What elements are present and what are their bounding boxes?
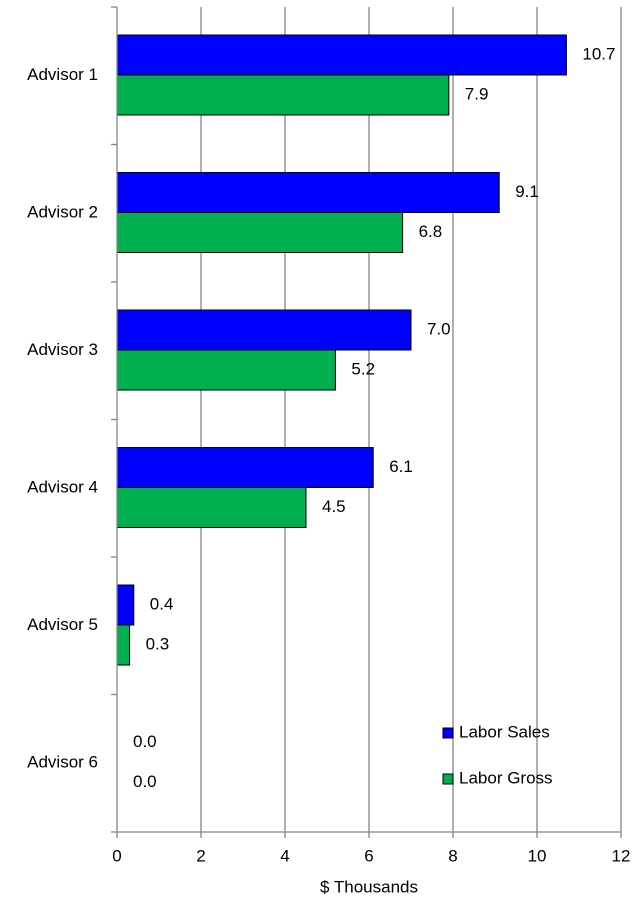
x-tick-label: 0 [112,846,121,865]
bar [116,212,404,253]
y-tick-label: Advisor 5 [27,615,98,634]
bar [116,172,500,213]
bar [116,349,336,391]
y-tick-label: Advisor 6 [27,753,98,772]
data-label: 4.5 [322,497,346,516]
bar [116,34,567,76]
y-tick-label: Advisor 1 [27,65,98,84]
x-tick-label: 10 [528,846,547,865]
bar [116,447,374,488]
legend-swatch [442,727,454,739]
data-label: 6.1 [389,457,413,476]
y-tick-label: Advisor 4 [27,478,98,497]
data-label: 0.3 [146,634,170,653]
data-label: 7.9 [465,84,489,103]
bar [116,584,135,626]
bar [116,487,307,528]
data-label: 0.4 [150,594,174,613]
data-label: 5.2 [351,359,375,378]
data-label: 0.0 [133,732,157,751]
x-tick-label: 8 [448,846,457,865]
legend-label: Labor Sales [459,722,550,741]
bar [116,74,450,116]
x-tick-label: 12 [612,846,631,865]
data-label: 6.8 [419,222,443,241]
bar [116,309,412,351]
x-axis-label: $ Thousands [320,877,418,896]
legend-label: Labor Gross [459,768,553,787]
data-label: 7.0 [427,319,451,338]
data-label: 10.7 [582,44,615,63]
data-label: 9.1 [515,182,539,201]
x-tick-label: 4 [280,846,289,865]
bar [116,624,131,666]
data-label: 0.0 [133,772,157,791]
x-tick-label: 6 [364,846,373,865]
y-tick-label: Advisor 2 [27,203,98,222]
legend-swatch [442,773,454,785]
y-tick-label: Advisor 3 [27,340,98,359]
x-tick-label: 2 [196,846,205,865]
